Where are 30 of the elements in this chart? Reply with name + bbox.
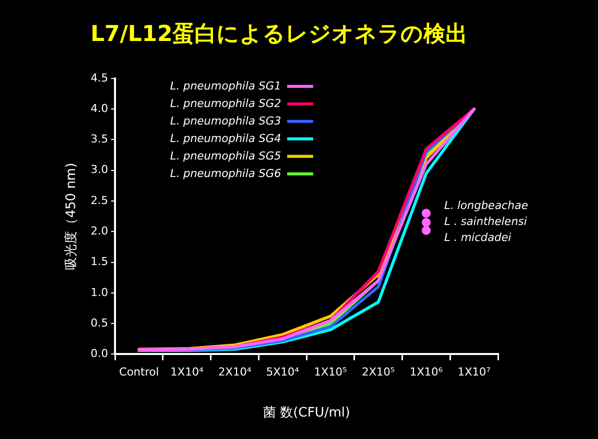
legend-label: L. pneumophila SG2	[170, 96, 282, 110]
legend-label: L. pneumophila SG6	[170, 166, 282, 180]
legend-label: L. pneumophila SG1	[170, 79, 282, 92]
y-tick-label: 1.0	[90, 286, 108, 299]
x-tick-label: 5X10⁴	[266, 366, 300, 379]
y-axis-title: 吸光度（450 nm)	[63, 162, 80, 270]
y-tick-label: 4.5	[90, 71, 108, 84]
y-tick-label: 0.0	[90, 347, 108, 360]
legend-label: L. pneumophila SG5	[170, 149, 282, 162]
x-tick-label: 1X10⁴	[170, 366, 204, 379]
x-tick-label: Control	[119, 366, 159, 379]
x-tick-label: 1X10⁶	[410, 366, 444, 379]
x-tick-label: 1X10⁷	[458, 366, 491, 379]
legend-label: L. pneumophila SG4	[170, 132, 282, 145]
y-tick-label: 2.0	[90, 224, 108, 238]
series-label: L. longbeachae	[444, 198, 528, 212]
x-axis-title: 菌 数(CFU/ml)	[263, 406, 350, 421]
series-label: L . sainthelensi	[444, 214, 527, 228]
y-tick-label: 2.5	[90, 194, 108, 207]
x-tick-label: 2X10⁵	[362, 366, 395, 379]
series-label: L . micdadei	[444, 230, 512, 244]
x-tick-label: 1X10⁵	[314, 366, 347, 379]
y-tick-label: 3.0	[90, 163, 108, 176]
chart-title: L7/L12蛋白によるレジオネラの検出	[90, 22, 468, 47]
legend-label: L. pneumophila SG3	[170, 114, 282, 128]
x-tick-label: 2X10⁴	[218, 366, 252, 379]
y-tick-label: 1.5	[90, 255, 108, 268]
y-tick-label: 0.5	[90, 316, 108, 330]
y-tick-label: 3.5	[90, 132, 108, 146]
y-tick-label: 4.0	[90, 102, 108, 115]
